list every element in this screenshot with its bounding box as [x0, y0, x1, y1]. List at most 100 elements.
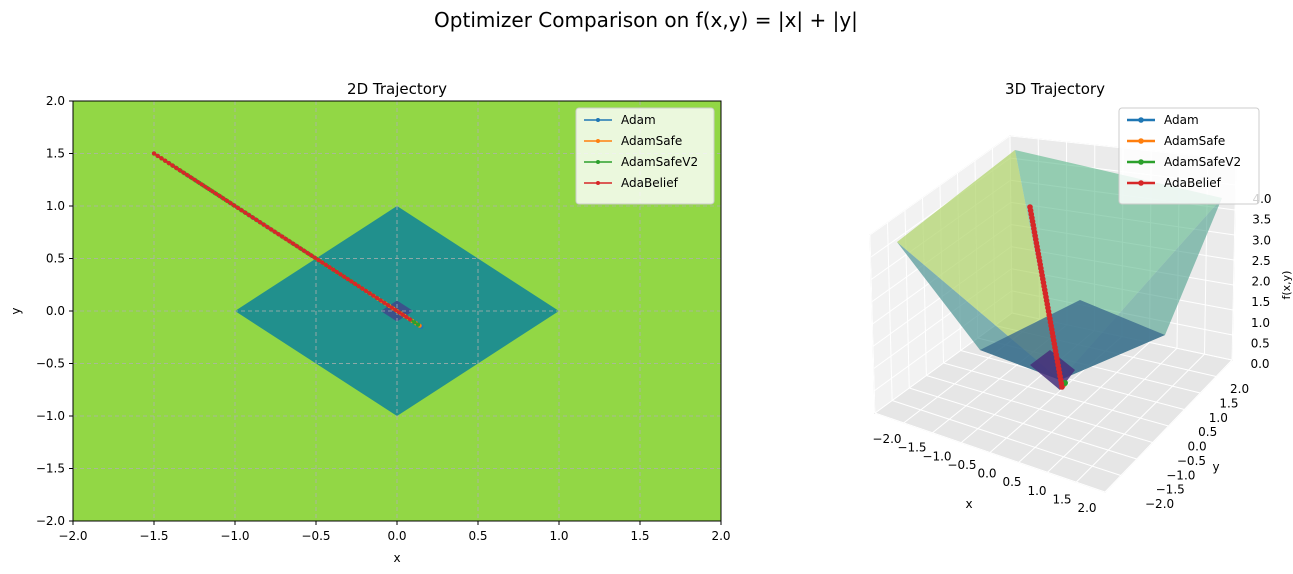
trajectories-2d	[151, 151, 424, 329]
ytick-label-8: 2.0	[46, 94, 65, 108]
grid3d-left-z	[869, 135, 1011, 236]
series-point	[236, 205, 241, 211]
surface-front	[980, 300, 1165, 380]
plot-2d-xlabel: x	[393, 551, 400, 565]
series-point	[283, 236, 288, 241]
series-point	[363, 288, 369, 294]
series-point	[261, 222, 266, 227]
y3d-tick-label-0: −2.0	[1145, 497, 1174, 511]
series-point	[166, 160, 171, 166]
series-point	[334, 269, 339, 275]
series-point	[349, 279, 354, 284]
y3d-tick-label-7: 1.5	[1219, 396, 1238, 410]
series-point	[254, 217, 259, 222]
series-point	[393, 307, 398, 313]
xtick-label-3: −0.5	[301, 529, 330, 543]
grid3d-floor-x	[1104, 359, 1233, 493]
series-point	[162, 158, 168, 163]
series-point	[195, 179, 200, 185]
y3d-tick-label-3: −0.5	[1177, 454, 1206, 468]
series-point	[268, 227, 274, 232]
ticks-3d: −2.0−1.5−1.0−0.50.00.51.01.52.0 −2.0−1.5−…	[872, 192, 1271, 515]
series-point	[257, 220, 263, 225]
legend-box	[575, 107, 715, 205]
x3d-tick-label-8: 2.0	[1077, 501, 1096, 515]
series-point	[301, 248, 307, 253]
z3d-tick-label-6: 3.0	[1252, 233, 1271, 247]
trajectories-3d	[1027, 204, 1068, 390]
grid3d-floor-x	[1018, 342, 1150, 463]
series-point	[338, 272, 343, 277]
legend-marker	[596, 181, 600, 185]
series-point	[356, 284, 361, 289]
series-point	[287, 239, 292, 244]
panel-2d-trajectory: −2.0 −1.5 −1.0 −0.5 0.0 0.5 1.0 1.5 2.0 −2.0 −1.5 −…	[9, 80, 731, 565]
grid3d-floor-y	[960, 350, 1185, 410]
series-point	[353, 281, 358, 286]
surface-far-left	[897, 150, 1060, 380]
xtick-label-7: 1.5	[630, 529, 649, 543]
series-point	[173, 165, 179, 170]
series-point	[184, 172, 190, 177]
z3d-tick-label-5: 2.5	[1252, 254, 1271, 268]
series-point	[404, 314, 409, 320]
series-point	[239, 208, 244, 213]
z3d-tick-label-0: 0.0	[1250, 357, 1269, 371]
series-point	[265, 224, 270, 230]
ytick-label-2: −1.0	[36, 409, 65, 423]
series-point	[412, 320, 417, 325]
series-point	[177, 167, 182, 173]
series-point	[323, 262, 328, 267]
legend-entry-adam: Adam	[1127, 113, 1199, 127]
legend-marker	[1138, 180, 1144, 186]
series-point	[312, 255, 317, 260]
series-point	[210, 189, 215, 194]
series-point	[389, 305, 394, 310]
series-point	[345, 277, 350, 282]
panel-3d-trajectory: 3D Trajectory −2.0−1.5−1.0−0.50.00.51.01…	[869, 80, 1293, 515]
x3d-tick-label-2: −1.0	[922, 449, 951, 463]
series-point	[221, 196, 226, 201]
ytick-label-0: −2.0	[36, 514, 65, 528]
series-point	[294, 243, 299, 249]
x3d-tick-label-7: 1.5	[1052, 492, 1071, 506]
legend-label: AdaBelief	[621, 176, 679, 190]
grid3d-floor-y	[943, 362, 1169, 427]
series-point	[400, 312, 405, 317]
suptitle: Optimizer Comparison on f(x,y) = |x| + |…	[434, 8, 858, 32]
series-2d-adabelief	[151, 151, 413, 322]
series-point	[243, 210, 248, 215]
series-point	[199, 182, 204, 187]
xtick-label-8: 2.0	[711, 529, 730, 543]
legend-entry-adabelief: AdaBelief	[1127, 176, 1222, 190]
series-point	[203, 184, 208, 189]
series-point	[316, 258, 321, 263]
grid3d-floor-x	[1047, 347, 1178, 473]
legend-label: AdamSafeV2	[1164, 155, 1241, 169]
x3d-tick-label-1: −1.5	[897, 441, 926, 455]
series-point	[367, 291, 372, 296]
series-point	[1059, 384, 1065, 390]
plot-2d-title: 2D Trajectory	[347, 80, 447, 98]
series-point	[155, 153, 160, 158]
x3d-tick-label-3: −0.5	[947, 458, 976, 472]
legend-entry-adam: Adam	[584, 113, 656, 127]
legend-marker	[596, 139, 600, 143]
xtick-label-1: −1.5	[139, 529, 168, 543]
legend-marker	[596, 118, 600, 122]
series-point	[327, 265, 332, 270]
series-point	[250, 215, 255, 220]
series-point	[385, 303, 391, 308]
legend-label: AdamSafeV2	[621, 155, 698, 169]
series-point	[407, 317, 413, 322]
x3d-tick-label-6: 1.0	[1027, 484, 1046, 498]
y3d-tick-label-4: 0.0	[1188, 440, 1207, 454]
series-point	[331, 267, 336, 272]
y3d-tick-label-6: 1.0	[1209, 411, 1228, 425]
series-point	[298, 246, 303, 251]
series-point	[188, 175, 193, 180]
series-point	[415, 322, 421, 327]
series-point	[228, 201, 233, 206]
legend-marker	[1138, 159, 1144, 165]
